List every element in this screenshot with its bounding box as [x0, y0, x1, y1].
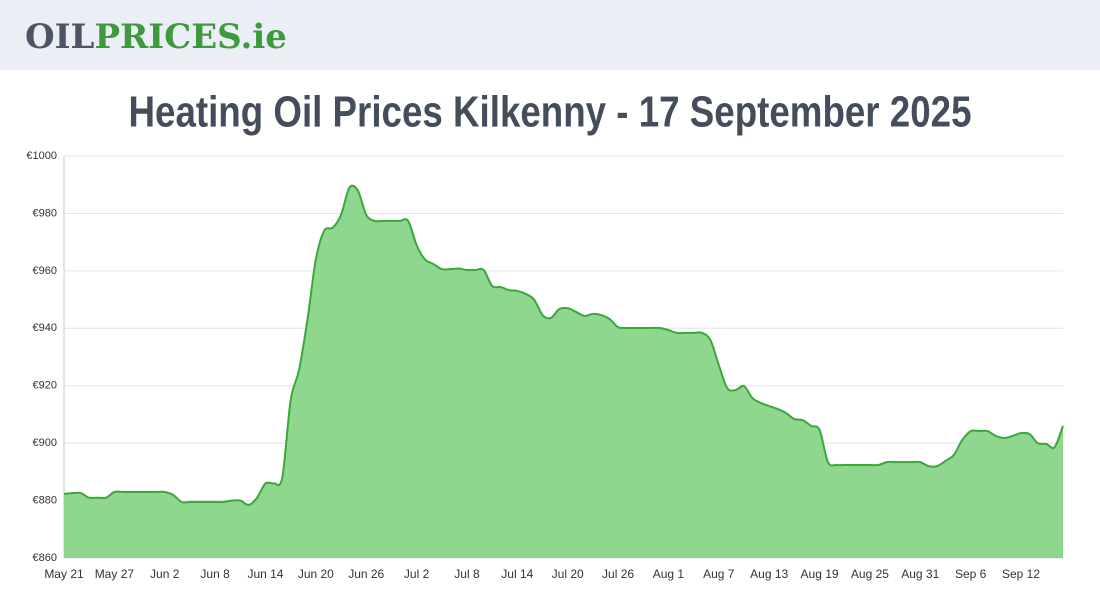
header-bar: [0, 0, 1100, 70]
x-tick-label: May 21: [44, 567, 84, 581]
x-tick-label: Aug 19: [801, 567, 839, 581]
x-tick-label: Jun 2: [150, 567, 180, 581]
x-tick-label: Aug 25: [851, 567, 889, 581]
y-tick-label: €1000: [26, 150, 57, 162]
chart-title: Heating Oil Prices Kilkenny - 17 Septemb…: [129, 88, 972, 137]
y-tick-label: €880: [33, 494, 57, 506]
logo[interactable]: OILPRICES.ie: [25, 17, 287, 57]
y-tick-label: €960: [33, 265, 57, 277]
x-tick-label: Sep 12: [1002, 567, 1040, 581]
x-tick-label: Jun 26: [348, 567, 384, 581]
x-tick-label: May 27: [95, 567, 135, 581]
x-tick-label: Jul 26: [602, 567, 634, 581]
x-tick-label: Aug 7: [703, 567, 735, 581]
x-tick-label: Aug 31: [901, 567, 939, 581]
area-line: [63, 184, 1064, 506]
x-tick-label: Jul 2: [404, 567, 430, 581]
x-tick-label: Aug 1: [653, 567, 685, 581]
logo-part: PRICES.ie: [94, 17, 286, 57]
y-tick-label: €860: [33, 552, 57, 564]
logo-part: OIL: [25, 17, 95, 57]
y-tick-label: €920: [33, 380, 57, 392]
x-tick-label: Jun 8: [200, 567, 230, 581]
plot: €860 €880 €900 €920 €940 €960 €980 €1000 May 21 M…: [26, 150, 1064, 581]
x-tick-label: Jul 8: [454, 567, 480, 581]
y-tick-label: €900: [33, 437, 57, 449]
x-tick-label: Jun 14: [247, 567, 283, 581]
x-tick-label: Aug 13: [750, 567, 788, 581]
x-tick-label: Sep 6: [955, 567, 987, 581]
y-tick-label: €940: [33, 322, 57, 334]
x-tick-label: Jul 20: [552, 567, 584, 581]
x-tick-label: Jul 14: [501, 567, 533, 581]
x-tick-label: Jun 20: [298, 567, 334, 581]
y-tick-label: €980: [33, 207, 57, 219]
